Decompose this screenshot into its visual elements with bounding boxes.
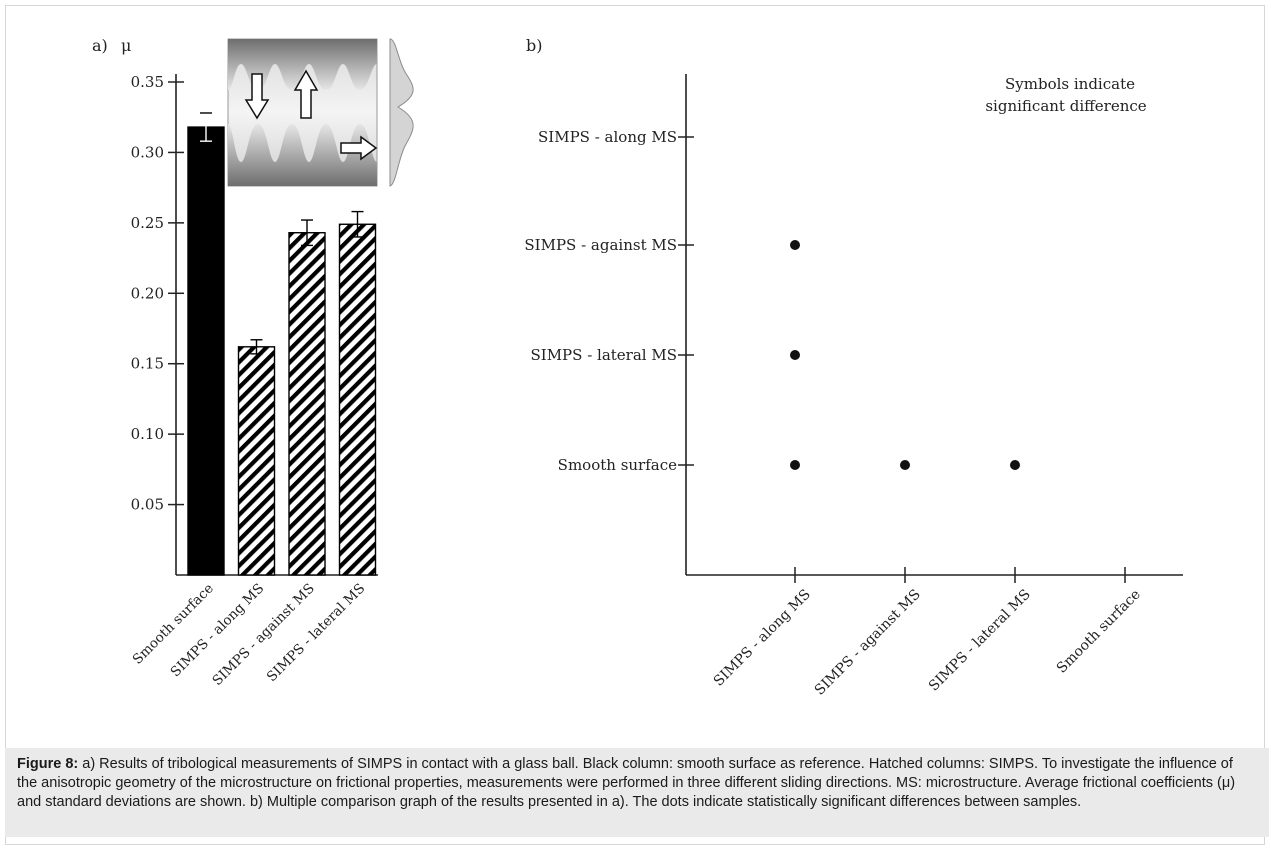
panel-a-bars bbox=[187, 112, 377, 576]
panel-a-y-tick-label: 0.20 bbox=[131, 284, 164, 302]
caption-text: a) Results of tribological measurements … bbox=[17, 756, 1236, 810]
panel-a-y-tick-label: 0.35 bbox=[131, 73, 164, 91]
significance-dot bbox=[790, 460, 800, 470]
panel-a-y-tick-label: 0.05 bbox=[131, 496, 164, 514]
arrow-right-icon bbox=[340, 135, 378, 161]
panel-a-y-ticks: 0.05 0.10 0.15 0.20 0.25 0.30 0.35 bbox=[131, 73, 184, 514]
arrow-down-icon bbox=[244, 73, 270, 120]
x-label-simps-against-ms: SIMPS - against MS bbox=[812, 587, 924, 699]
error-bar-simps-along-ms bbox=[250, 339, 263, 355]
x-label-simps-lateral-ms: SIMPS - lateral MS bbox=[264, 581, 369, 686]
inset-wave-top bbox=[228, 39, 377, 90]
error-bar-simps-against-ms bbox=[301, 219, 313, 247]
significance-dot bbox=[790, 240, 800, 250]
panel-a-label: a) bbox=[92, 36, 108, 55]
figure-canvas: a) μ 0.05 0.10 0.15 0.20 0.25 0.30 0.35 Smooth… bbox=[92, 36, 1183, 699]
microstructure-inset bbox=[227, 38, 414, 187]
x-label-smooth-surface: Smooth surface bbox=[1054, 587, 1144, 677]
inset-profile-shape bbox=[389, 38, 414, 187]
arrow-up-icon bbox=[293, 69, 319, 119]
x-label-simps-along-ms: SIMPS - along MS bbox=[711, 587, 814, 690]
y-label-simps-lateral-ms: SIMPS - lateral MS bbox=[531, 346, 678, 364]
panel-a-y-tick-label: 0.25 bbox=[131, 214, 164, 232]
bar-smooth-surface bbox=[187, 126, 225, 576]
bar-simps-against-ms bbox=[288, 232, 326, 576]
panel-a-y-tick-label: 0.10 bbox=[131, 425, 164, 443]
panel-a-yunit-label: μ bbox=[121, 36, 131, 55]
figure-caption: Figure 8: a) Results of tribological mea… bbox=[5, 748, 1269, 837]
caption-label: Figure 8: bbox=[17, 756, 79, 772]
inset-wave-bottom bbox=[228, 124, 377, 186]
significance-dot bbox=[1010, 460, 1020, 470]
x-label-simps-lateral-ms: SIMPS - lateral MS bbox=[926, 587, 1034, 695]
panel-b-annotation-line2: significant difference bbox=[985, 97, 1146, 115]
x-label-simps-along-ms: SIMPS - along MS bbox=[168, 581, 268, 681]
y-label-smooth-surface: Smooth surface bbox=[558, 456, 677, 474]
error-bar-smooth-surface bbox=[200, 112, 212, 142]
y-label-simps-along-ms: SIMPS - along MS bbox=[538, 128, 677, 146]
panel-b-label: b) bbox=[526, 36, 542, 55]
bar-simps-along-ms bbox=[237, 346, 276, 576]
panel-a-y-tick-label: 0.30 bbox=[131, 143, 164, 161]
y-label-simps-against-ms: SIMPS - against MS bbox=[524, 236, 677, 254]
significance-dot bbox=[900, 460, 910, 470]
panel-a-y-tick-label: 0.15 bbox=[131, 355, 164, 373]
error-bar-simps-lateral-ms bbox=[351, 210, 364, 238]
significance-dot bbox=[790, 350, 800, 360]
panel-b-points bbox=[790, 240, 1020, 470]
bar-simps-lateral-ms bbox=[338, 223, 377, 576]
panel-b-y-ticks: Smooth surface SIMPS - lateral MS SIMPS - … bbox=[524, 128, 694, 474]
panel-b-annotation-line1: Symbols indicate bbox=[1005, 75, 1135, 93]
